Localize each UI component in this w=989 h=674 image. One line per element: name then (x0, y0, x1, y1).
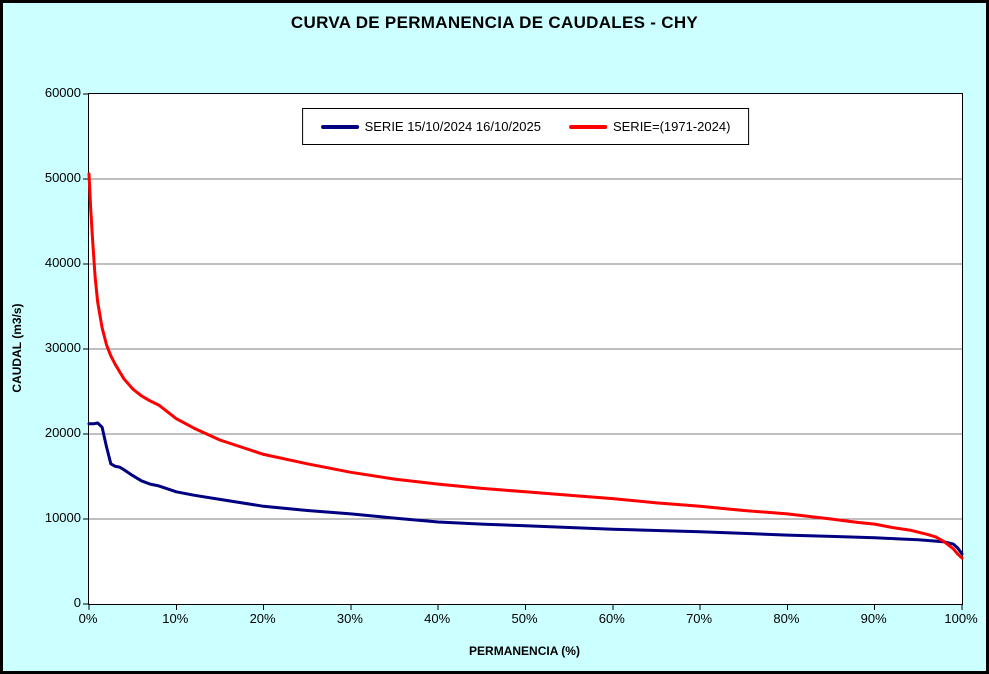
legend-item-red: SERIE=(1971-2024) (568, 119, 731, 134)
x-tick-label: 90% (860, 611, 887, 626)
x-tick-label: 80% (773, 611, 800, 626)
y-tick-label: 30000 (44, 340, 81, 355)
chart-title: CURVA DE PERMANENCIA DE CAUDALES - CHY (290, 13, 699, 32)
x-tick-label: 70% (686, 611, 713, 626)
x-tick-label: 100% (944, 611, 978, 626)
plot-area: SERIE 15/10/2024 16/10/2025 SERIE=(1971-… (83, 93, 964, 610)
x-tick-label: 40% (424, 611, 451, 626)
legend-label-red: SERIE=(1971-2024) (612, 119, 731, 134)
legend-label-blue: SERIE 15/10/2024 16/10/2025 (364, 119, 541, 134)
x-tick-label: 0% (78, 611, 98, 626)
legend: SERIE 15/10/2024 16/10/2025 SERIE=(1971-… (301, 108, 750, 145)
y-tick-label: 50000 (44, 170, 81, 185)
legend-item-blue: SERIE 15/10/2024 16/10/2025 (320, 119, 541, 134)
y-tick-label: 40000 (44, 255, 81, 270)
y-tick-label: 10000 (44, 510, 81, 525)
x-tick-label: 20% (249, 611, 276, 626)
x-axis-title: PERMANENCIA (%) (469, 644, 580, 658)
y-tick-label: 0 (73, 595, 81, 610)
series-line (87, 172, 964, 560)
legend-line-sample-red (568, 124, 607, 129)
y-tick-label: 20000 (44, 425, 81, 440)
plot-svg (83, 93, 964, 610)
legend-line-sample-blue (320, 124, 359, 129)
x-tick-label: 60% (598, 611, 625, 626)
x-tick-label: 50% (511, 611, 538, 626)
series-line (87, 421, 964, 556)
x-tick-label: 10% (162, 611, 189, 626)
x-tick-label: 30% (336, 611, 363, 626)
y-tick-label: 60000 (44, 85, 81, 100)
